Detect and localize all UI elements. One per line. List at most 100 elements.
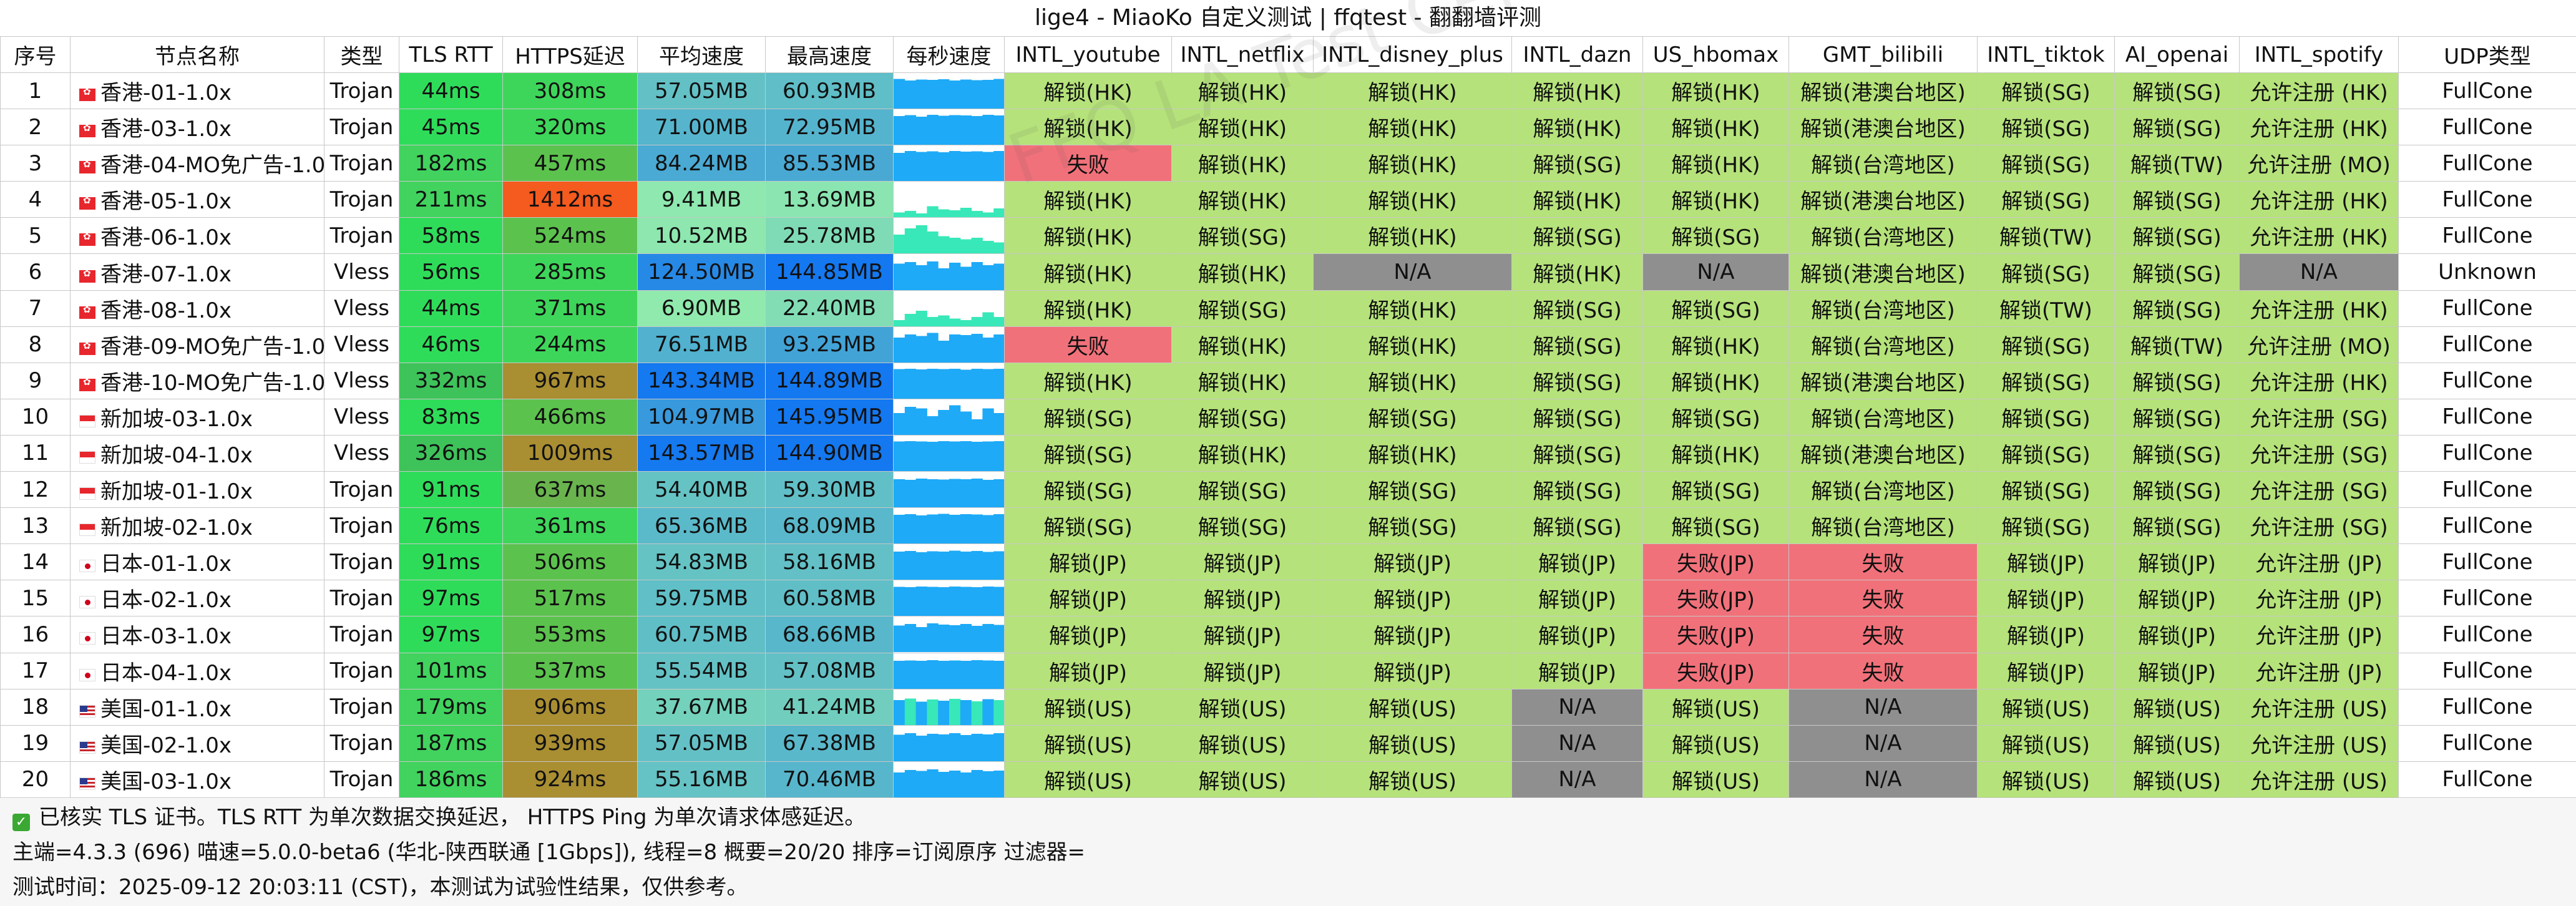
netflix-cell: 解锁(JP) (1171, 580, 1314, 617)
node-name-cell: 香港-08-1.0x (70, 290, 324, 327)
dazn-cell: 解锁(HK) (1511, 181, 1643, 218)
spark-bar (971, 626, 983, 652)
spark-bar (904, 368, 917, 399)
tls-cell: 97ms (399, 580, 503, 617)
netflix-cell: 解锁(SG) (1171, 398, 1314, 436)
avg-cell: 124.50MB (637, 253, 766, 291)
spark-bar (894, 441, 905, 471)
speed-sparkline-cell (893, 217, 1005, 255)
speed-sparkline (894, 550, 1004, 580)
tiktok-cell: 解锁(US) (1977, 761, 2115, 799)
hbomax-cell: 解锁(SG) (1642, 398, 1789, 436)
no-cell: 9 (0, 362, 71, 399)
openai-cell: 解锁(JP) (2114, 543, 2240, 581)
max-cell: 60.93MB (765, 72, 894, 110)
spark-bar (949, 660, 961, 689)
avg-cell: 60.75MB (637, 616, 766, 653)
https-cell: 371ms (502, 290, 638, 327)
https-cell: 553ms (502, 616, 638, 653)
table-row: 14 日本-01-1.0x Trojan 91ms 506ms 54.83MB 58.16M… (0, 543, 2576, 581)
node-name: 美国-01-1.0x (100, 696, 232, 722)
node-name: 香港-09-MO免广告-1.0x (100, 334, 324, 359)
spotify-cell: 允许注册 (HK) (2239, 290, 2399, 327)
spark-bar (927, 80, 939, 109)
spotify-cell: 允许注册 (HK) (2239, 72, 2399, 110)
spark-bar (894, 515, 905, 543)
avg-cell: 54.40MB (637, 471, 766, 509)
flag-jp-icon (79, 560, 95, 573)
spark-bar (915, 225, 927, 253)
spark-bar (993, 699, 1004, 725)
speed-sparkline-cell (893, 362, 1005, 399)
tls-cell: 186ms (399, 761, 503, 799)
type-cell: Vless (324, 434, 399, 472)
openai-cell: 解锁(SG) (2114, 362, 2240, 399)
spotify-cell: N/A (2239, 253, 2399, 291)
no-cell: 1 (0, 72, 71, 110)
udp-cell: FullCone (2398, 761, 2576, 799)
no-cell: 10 (0, 398, 71, 436)
flag-hk-icon (79, 122, 95, 138)
youtube-cell: 解锁(HK) (1004, 72, 1172, 110)
avg-cell: 9.41MB (637, 181, 766, 218)
spark-bar (915, 79, 927, 109)
udp-cell: FullCone (2398, 362, 2576, 399)
bilibili-cell: 失败 (1788, 580, 1978, 617)
bilibili-cell: 解锁(台湾地区) (1788, 290, 1978, 327)
type-cell: Trojan (324, 652, 399, 689)
max-cell: 144.85MB (765, 253, 894, 291)
dazn-cell: 解锁(HK) (1511, 109, 1643, 146)
spark-bar (960, 441, 972, 471)
bilibili-cell: N/A (1788, 688, 1978, 726)
bilibili-cell: 解锁(台湾地区) (1788, 217, 1978, 255)
spark-bar (904, 406, 917, 435)
node-name: 香港-10-MO免广告-1.0x (100, 370, 324, 396)
spark-bar (915, 587, 927, 616)
spark-bar (894, 116, 905, 145)
spark-bar (982, 241, 994, 253)
node-name-cell: 日本-03-1.0x (70, 616, 324, 653)
spark-bar (904, 441, 917, 471)
hbomax-cell: 解锁(HK) (1642, 434, 1789, 472)
speed-sparkline (894, 769, 1004, 797)
dazn-cell: 解锁(SG) (1511, 217, 1643, 255)
spark-bar (971, 769, 983, 797)
openai-cell: 解锁(TW) (2114, 145, 2240, 182)
type-cell: Trojan (324, 724, 399, 762)
type-cell: Vless (324, 253, 399, 291)
spotify-cell: 允许注册 (SG) (2239, 507, 2399, 545)
speed-sparkline-cell (893, 253, 1005, 291)
max-cell: 68.09MB (765, 507, 894, 545)
spark-bar (982, 369, 994, 399)
max-cell: 70.46MB (765, 761, 894, 799)
no-cell: 12 (0, 471, 71, 509)
spark-bar (949, 151, 961, 181)
type-cell: Trojan (324, 217, 399, 255)
spark-bar (960, 699, 972, 725)
spark-bar (949, 318, 961, 326)
tls-cell: 44ms (399, 72, 503, 110)
spark-bar (915, 479, 927, 507)
spark-bar (982, 115, 994, 145)
spark-bar (982, 515, 994, 543)
node-name-cell: 新加坡-02-1.0x (70, 507, 324, 545)
spark-bar (927, 551, 939, 580)
type-cell: Trojan (324, 580, 399, 617)
spark-bar (960, 734, 972, 761)
spotify-cell: 允许注册 (JP) (2239, 652, 2399, 689)
table-row: 16 日本-03-1.0x Trojan 97ms 553ms 60.75MB 68.66M… (0, 616, 2576, 653)
table-row: 13 新加坡-02-1.0x Trojan 76ms 361ms 65.36MB 68.09… (0, 507, 2576, 545)
dazn-cell: 解锁(SG) (1511, 362, 1643, 399)
flag-us-icon (79, 741, 95, 754)
dazn-cell: 解锁(SG) (1511, 434, 1643, 472)
disney-cell: 解锁(JP) (1313, 543, 1512, 581)
type-cell: Vless (324, 290, 399, 327)
spark-bar (949, 698, 961, 725)
udp-cell: FullCone (2398, 326, 2576, 363)
no-cell: 13 (0, 507, 71, 545)
node-name: 香港-04-MO免广告-1.0x (100, 153, 324, 178)
https-cell: 1412ms (502, 181, 638, 218)
youtube-cell: 解锁(HK) (1004, 290, 1172, 327)
speed-sparkline (894, 261, 1004, 290)
spark-bar (927, 316, 939, 326)
